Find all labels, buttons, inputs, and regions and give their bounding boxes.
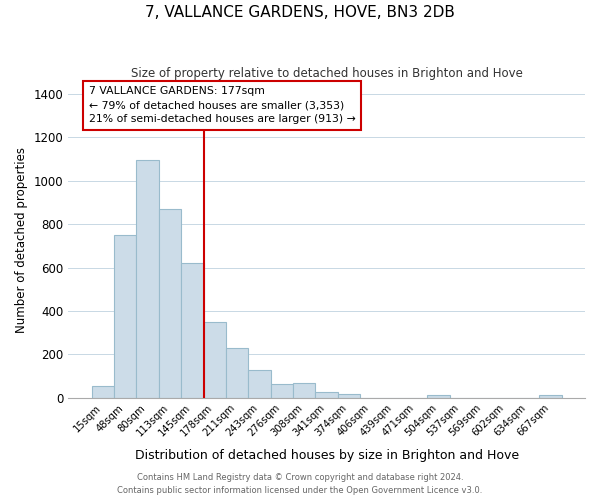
Bar xyxy=(203,322,226,398)
Bar xyxy=(338,394,360,398)
Bar xyxy=(181,264,203,398)
Bar xyxy=(159,209,181,398)
Text: 7, VALLANCE GARDENS, HOVE, BN3 2DB: 7, VALLANCE GARDENS, HOVE, BN3 2DB xyxy=(145,5,455,20)
Bar xyxy=(271,384,293,398)
Bar xyxy=(136,160,159,398)
Bar xyxy=(248,370,271,398)
Text: 7 VALLANCE GARDENS: 177sqm
← 79% of detached houses are smaller (3,353)
21% of s: 7 VALLANCE GARDENS: 177sqm ← 79% of deta… xyxy=(89,86,356,124)
Bar xyxy=(316,392,338,398)
Bar xyxy=(539,394,562,398)
Bar xyxy=(114,235,136,398)
Bar xyxy=(293,382,316,398)
X-axis label: Distribution of detached houses by size in Brighton and Hove: Distribution of detached houses by size … xyxy=(134,450,518,462)
Bar xyxy=(427,394,449,398)
Bar xyxy=(226,348,248,398)
Y-axis label: Number of detached properties: Number of detached properties xyxy=(15,148,28,334)
Text: Contains HM Land Registry data © Crown copyright and database right 2024.
Contai: Contains HM Land Registry data © Crown c… xyxy=(118,474,482,495)
Title: Size of property relative to detached houses in Brighton and Hove: Size of property relative to detached ho… xyxy=(131,68,523,80)
Bar xyxy=(92,386,114,398)
